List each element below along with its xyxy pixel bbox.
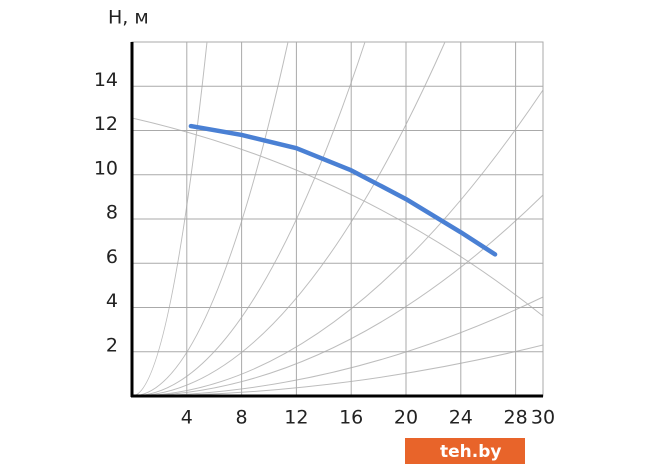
y-tick-label: 10 (94, 157, 118, 179)
system-curve (131, 89, 544, 397)
watermark-bg (405, 438, 525, 464)
x-tick-label: 16 (339, 407, 363, 429)
x-tick-label: 28 (504, 407, 528, 429)
x-tick-label: 8 (236, 407, 248, 429)
system-curve (131, 194, 544, 397)
y-tick-label: 8 (106, 202, 118, 224)
x-tick-label: 20 (394, 407, 418, 429)
y-tick-label: 2 (106, 334, 118, 356)
max-curve (131, 117, 544, 317)
system-curve (131, 296, 544, 397)
y-axis-label: H, м (108, 7, 149, 29)
x-tick-label: 24 (449, 407, 473, 429)
x-tick-label: 4 (181, 407, 193, 429)
x-tick-label: 30 (531, 407, 555, 429)
y-tick-label: 6 (106, 246, 118, 268)
watermark: teh.by (440, 442, 501, 462)
y-tick-label: 4 (106, 290, 118, 312)
y-tick-label: 14 (94, 69, 118, 91)
x-tick-label: 12 (284, 407, 308, 429)
y-tick-label: 12 (94, 113, 118, 135)
pump-curve (188, 123, 498, 257)
